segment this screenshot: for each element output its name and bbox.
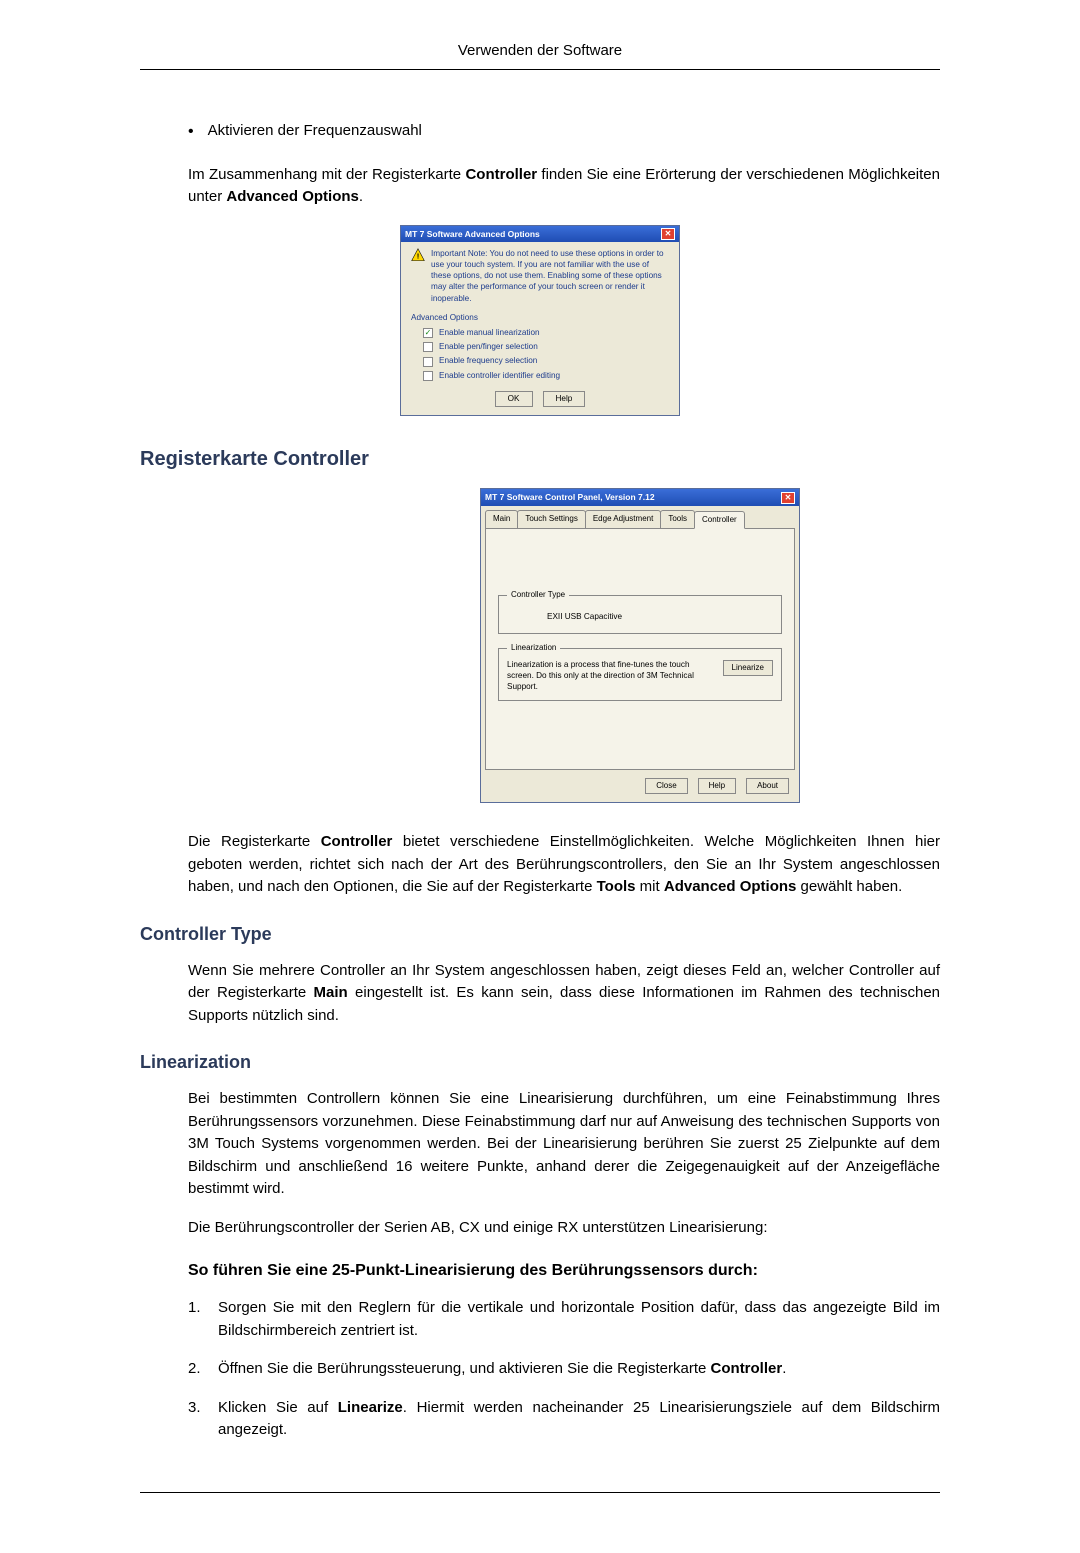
linearize-button[interactable]: Linearize xyxy=(723,660,773,676)
heading-linearization: Linearization xyxy=(140,1049,940,1076)
step-number: 1. xyxy=(188,1297,218,1342)
close-button[interactable]: Close xyxy=(645,778,687,794)
text-bold: Main xyxy=(314,984,348,1001)
svg-text:!: ! xyxy=(417,252,420,261)
step-text: Öffnen Sie die Berührungssteuerung, und … xyxy=(218,1358,940,1381)
bullet-text: Aktivieren der Frequenzauswahl xyxy=(208,120,422,144)
help-button[interactable]: Help xyxy=(543,391,586,407)
close-icon[interactable]: ✕ xyxy=(781,492,795,504)
linearization-paragraph-1: Bei bestimmten Controllern können Sie ei… xyxy=(188,1088,940,1201)
button-row: OK Help xyxy=(401,383,679,415)
ok-button[interactable]: OK xyxy=(495,391,533,407)
text: Öffnen Sie die Berührungssteuerung, und … xyxy=(218,1360,711,1377)
about-button[interactable]: About xyxy=(746,778,789,794)
tab-panel-controller: Controller Type EXII USB Capacitive Line… xyxy=(485,528,795,770)
section-label: Advanced Options xyxy=(401,312,679,326)
text-bold: Controller xyxy=(465,166,537,183)
button-row: Close Help About xyxy=(481,770,799,802)
warning-note: ! Important Note: You do not need to use… xyxy=(401,242,679,311)
heading-controller-type: Controller Type xyxy=(140,921,940,948)
text-bold: Controller xyxy=(321,833,393,850)
intro-paragraph: Im Zusammenhang mit der Registerkarte Co… xyxy=(188,164,940,209)
bullet-mark: • xyxy=(188,120,194,144)
tab-strip: Main Touch Settings Edge Adjustment Tool… xyxy=(481,506,799,528)
fieldset-legend: Linearization xyxy=(507,642,560,654)
text-bold: Advanced Options xyxy=(226,188,359,205)
dialog-control-panel: MT 7 Software Control Panel, Version 7.1… xyxy=(480,488,800,803)
warning-icon: ! xyxy=(411,248,425,262)
step-number: 3. xyxy=(188,1397,218,1442)
text: Die Registerkarte xyxy=(188,833,321,850)
step-1: 1. Sorgen Sie mit den Reglern für die ve… xyxy=(188,1297,940,1342)
dialog-titlebar: MT 7 Software Control Panel, Version 7.1… xyxy=(481,489,799,506)
fieldset-linearization: Linearization Linearization is a process… xyxy=(498,642,782,701)
bullet-item: • Aktivieren der Frequenzauswahl xyxy=(188,120,940,144)
text: . xyxy=(782,1360,786,1377)
text-bold: Linearize xyxy=(338,1399,403,1416)
dialog-title: MT 7 Software Advanced Options xyxy=(405,228,540,241)
text-bold: Advanced Options xyxy=(664,878,797,895)
option-row: Enable controller identifier editing xyxy=(401,369,679,383)
checkbox[interactable]: ✓ xyxy=(423,328,433,338)
warning-text: Important Note: You do not need to use t… xyxy=(431,248,669,303)
help-button[interactable]: Help xyxy=(698,778,736,794)
text: Klicken Sie auf xyxy=(218,1399,338,1416)
option-label: Enable manual linearization xyxy=(439,327,540,339)
tab-controller[interactable]: Controller xyxy=(694,511,745,529)
option-row: ✓ Enable manual linearization xyxy=(401,326,679,340)
option-row: Enable pen/finger selection xyxy=(401,340,679,354)
fieldset-controller-type: Controller Type EXII USB Capacitive xyxy=(498,589,782,634)
close-icon[interactable]: ✕ xyxy=(661,228,675,240)
step-2: 2. Öffnen Sie die Berührungssteuerung, u… xyxy=(188,1358,940,1381)
figure-advanced-options: MT 7 Software Advanced Options ✕ ! Impor… xyxy=(140,225,940,417)
checkbox[interactable] xyxy=(423,371,433,381)
step-text: Sorgen Sie mit den Reglern für die verti… xyxy=(218,1297,940,1342)
figure-control-panel: MT 7 Software Control Panel, Version 7.1… xyxy=(140,488,940,803)
text-bold: Controller xyxy=(711,1360,783,1377)
tab-tools[interactable]: Tools xyxy=(660,510,695,528)
step-number: 2. xyxy=(188,1358,218,1381)
tab-main[interactable]: Main xyxy=(485,510,518,528)
text: mit xyxy=(636,878,664,895)
page-header: Verwenden der Software xyxy=(140,40,940,70)
text: gewählt haben. xyxy=(796,878,902,895)
text: Im Zusammenhang mit der Registerkarte xyxy=(188,166,465,183)
checkbox[interactable] xyxy=(423,357,433,367)
step-3: 3. Klicken Sie auf Linearize. Hiermit we… xyxy=(188,1397,940,1442)
tab-edge-adjustment[interactable]: Edge Adjustment xyxy=(585,510,661,528)
footer-rule xyxy=(140,1492,940,1493)
option-label: Enable pen/finger selection xyxy=(439,341,538,353)
step-text: Klicken Sie auf Linearize. Hiermit werde… xyxy=(218,1397,940,1442)
linearization-description: Linearization is a process that fine-tun… xyxy=(507,660,715,692)
option-label: Enable frequency selection xyxy=(439,355,537,367)
dialog-titlebar: MT 7 Software Advanced Options ✕ xyxy=(401,226,679,243)
heading-25-point-procedure: So führen Sie eine 25-Punkt-Linearisieru… xyxy=(188,1259,940,1283)
dialog-advanced-options: MT 7 Software Advanced Options ✕ ! Impor… xyxy=(400,225,680,417)
checkbox[interactable] xyxy=(423,342,433,352)
option-row: Enable frequency selection xyxy=(401,354,679,368)
heading-registerkarte-controller: Registerkarte Controller xyxy=(140,444,940,474)
controller-type-value: EXII USB Capacitive xyxy=(507,607,773,625)
controller-type-paragraph: Wenn Sie mehrere Controller an Ihr Syste… xyxy=(188,960,940,1028)
fieldset-legend: Controller Type xyxy=(507,589,569,601)
dialog-title: MT 7 Software Control Panel, Version 7.1… xyxy=(485,491,655,504)
option-label: Enable controller identifier editing xyxy=(439,370,560,382)
text-bold: Tools xyxy=(597,878,636,895)
tab-touch-settings[interactable]: Touch Settings xyxy=(517,510,585,528)
text: . xyxy=(359,188,363,205)
controller-description: Die Registerkarte Controller bietet vers… xyxy=(188,831,940,899)
linearization-paragraph-2: Die Berührungscontroller der Serien AB, … xyxy=(188,1217,940,1240)
